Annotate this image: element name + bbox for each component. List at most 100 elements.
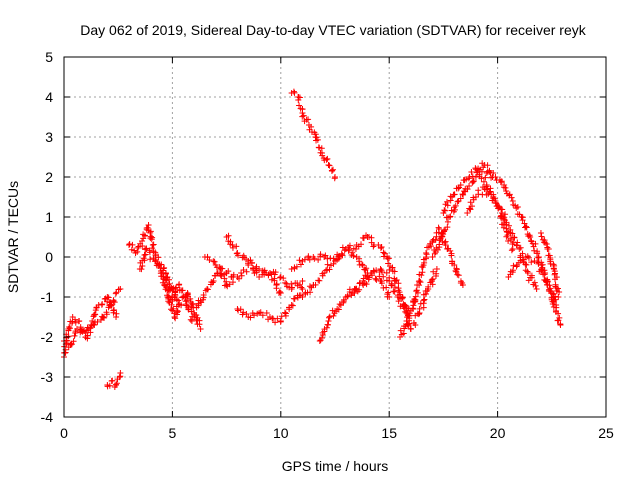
series-arc-g xyxy=(191,266,237,320)
data-point xyxy=(434,246,441,253)
data-point xyxy=(427,243,434,250)
data-point xyxy=(210,278,217,284)
data-point xyxy=(538,233,545,240)
data-point xyxy=(248,259,255,266)
data-point xyxy=(527,234,534,240)
data-point xyxy=(418,272,425,279)
data-point xyxy=(532,282,539,289)
data-point xyxy=(440,231,447,238)
data-point xyxy=(336,301,343,308)
data-point xyxy=(206,256,213,263)
data-point xyxy=(432,236,439,243)
data-point xyxy=(457,182,464,188)
data-point xyxy=(311,255,318,262)
data-point xyxy=(315,277,322,284)
data-point xyxy=(519,250,526,257)
data-point xyxy=(183,301,190,308)
data-point xyxy=(483,182,490,188)
data-point xyxy=(386,294,393,300)
y-tick-label: 2 xyxy=(45,169,53,185)
data-point xyxy=(147,229,154,236)
data-point xyxy=(312,281,319,288)
data-point xyxy=(139,243,146,250)
data-point xyxy=(356,255,363,262)
data-point xyxy=(263,310,270,317)
data-point xyxy=(505,222,512,229)
data-point xyxy=(223,282,230,288)
data-point xyxy=(315,256,322,263)
data-point xyxy=(406,310,413,317)
data-point xyxy=(330,260,337,267)
data-point xyxy=(185,306,192,313)
data-point xyxy=(280,275,287,282)
data-point xyxy=(101,314,108,321)
data-point xyxy=(490,195,497,202)
data-point xyxy=(247,257,254,264)
data-point xyxy=(103,311,110,318)
data-point xyxy=(448,250,455,257)
data-point xyxy=(105,294,112,301)
data-point xyxy=(363,265,370,272)
data-point xyxy=(157,270,164,277)
data-point xyxy=(508,247,515,254)
data-point xyxy=(66,325,73,332)
data-point xyxy=(391,268,398,275)
data-point xyxy=(219,265,226,272)
data-point xyxy=(178,302,185,309)
data-point xyxy=(211,258,218,265)
data-point xyxy=(517,244,524,251)
data-point xyxy=(327,262,334,269)
data-point xyxy=(388,282,395,289)
data-point xyxy=(433,270,440,277)
data-point xyxy=(142,251,149,258)
data-point xyxy=(290,88,297,95)
y-tick-label: 3 xyxy=(45,129,53,145)
data-point xyxy=(253,269,260,276)
data-point xyxy=(514,242,521,249)
data-point xyxy=(147,228,154,235)
data-point xyxy=(411,296,418,303)
data-point xyxy=(557,322,564,328)
series-arc-i xyxy=(223,232,306,292)
data-point xyxy=(358,241,365,248)
data-point xyxy=(325,162,332,168)
data-point xyxy=(229,279,236,286)
data-point xyxy=(328,167,335,174)
data-point xyxy=(261,267,268,274)
data-point xyxy=(545,246,552,253)
data-point xyxy=(240,267,247,274)
data-point xyxy=(493,200,500,207)
data-point xyxy=(535,260,542,267)
data-point xyxy=(378,280,385,287)
data-point xyxy=(226,281,233,288)
data-point xyxy=(139,263,146,270)
data-point xyxy=(152,258,159,264)
data-point xyxy=(243,310,250,317)
data-point xyxy=(514,203,521,210)
data-point xyxy=(276,288,283,295)
data-point xyxy=(317,251,324,258)
data-point xyxy=(235,307,242,314)
data-point xyxy=(475,165,482,172)
data-point xyxy=(72,330,79,337)
data-point xyxy=(235,252,242,259)
series-arc-j xyxy=(234,284,306,326)
data-point xyxy=(419,269,426,276)
data-point xyxy=(397,327,404,334)
data-point xyxy=(540,271,547,278)
data-point xyxy=(555,310,562,317)
data-point xyxy=(163,284,170,291)
data-point xyxy=(247,314,254,321)
data-point xyxy=(455,185,462,192)
y-tick-label: -3 xyxy=(41,369,54,385)
data-point xyxy=(175,282,182,288)
data-point xyxy=(326,162,333,169)
data-point xyxy=(500,215,507,222)
data-point xyxy=(521,220,528,227)
data-point xyxy=(91,311,98,318)
data-point xyxy=(330,166,337,173)
data-point xyxy=(415,278,422,285)
data-point xyxy=(225,232,232,239)
data-point xyxy=(155,254,162,261)
